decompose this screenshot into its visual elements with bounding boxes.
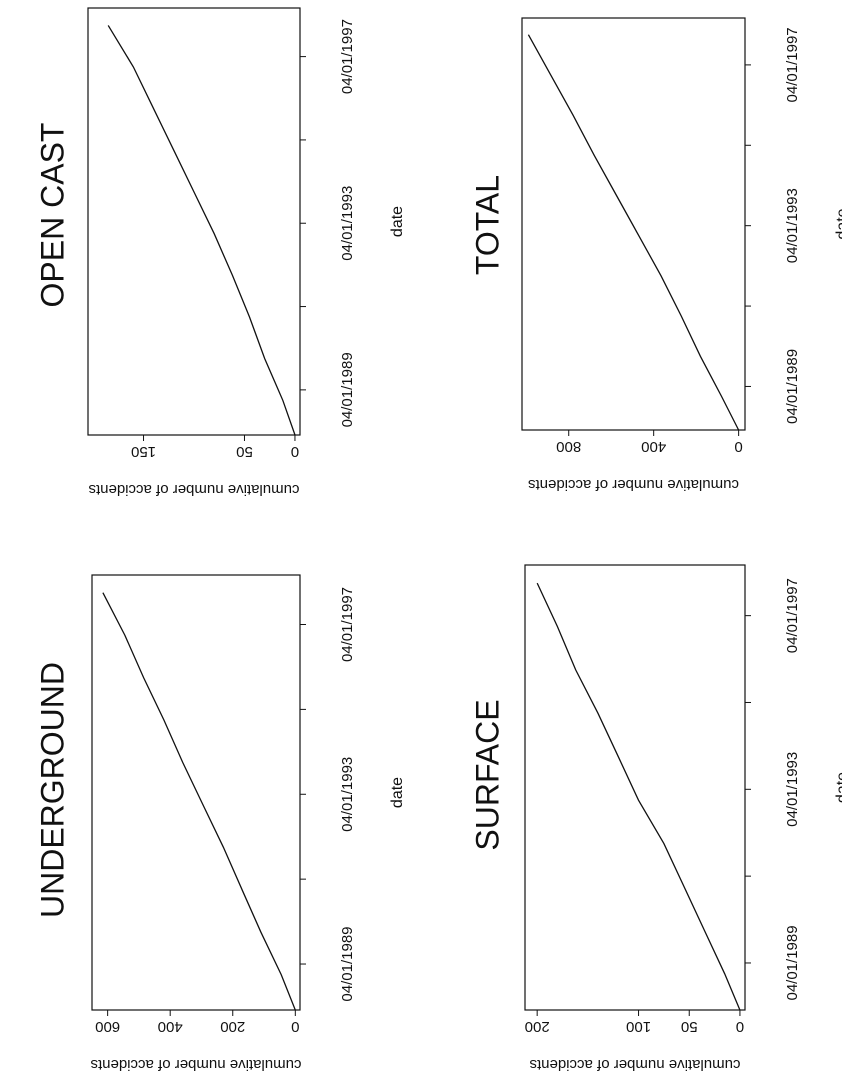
series-line — [536, 582, 741, 1011]
y-tick-label: 150 — [131, 443, 156, 460]
plot-frame — [91, 574, 301, 1011]
y-axis-label: cumulative number of accidents — [91, 1056, 302, 1073]
chart-title: SURFACE — [469, 699, 505, 850]
x-axis-label: date — [389, 777, 406, 808]
y-tick-label: 800 — [556, 438, 581, 455]
y-tick-label: 200 — [220, 1018, 245, 1035]
y-axis-label: cumulative number of accidents — [89, 481, 300, 498]
x-tick-label: 04/01/1993 — [784, 188, 801, 263]
x-tick-label: 04/01/1997 — [784, 27, 801, 102]
x-tick-label: 04/01/1997 — [339, 19, 356, 94]
chart-title: OPEN CAST — [34, 123, 70, 308]
y-axis-label: cumulative number of accidents — [530, 1056, 741, 1073]
x-tick-label: 04/01/1993 — [784, 752, 801, 827]
y-tick-label: 400 — [641, 438, 666, 455]
panel-surface: 04/01/1989 04/01/1993 04/01/1997 0 50 100 200 c… — [469, 564, 842, 1073]
x-tick-label: 04/01/1993 — [339, 757, 356, 832]
plot-frame — [521, 17, 746, 431]
y-tick-label: 0 — [736, 1018, 744, 1035]
x-tick-label: 04/01/1989 — [339, 352, 356, 427]
y-tick-label: 100 — [626, 1018, 651, 1035]
chart-title: TOTAL — [469, 175, 505, 275]
y-tick-label: 200 — [525, 1018, 550, 1035]
x-tick-label: 04/01/1997 — [784, 578, 801, 653]
panel-underground: 04/01/1989 04/01/1993 04/01/1997 0 200 400 600… — [34, 574, 406, 1073]
y-tick-label: 600 — [95, 1018, 120, 1035]
x-axis-label: date — [834, 208, 842, 239]
y-tick-label: 400 — [158, 1018, 183, 1035]
panel-open-cast: 04/01/1989 04/01/1993 04/01/1997 0 50 150 cumu… — [34, 7, 406, 498]
x-tick-label: 04/01/1989 — [784, 349, 801, 424]
plot-frame — [87, 7, 301, 436]
panel-total: 04/01/1989 04/01/1993 04/01/1997 0 400 800 cum… — [469, 17, 842, 493]
plot-frame — [524, 564, 746, 1011]
y-tick-label: 50 — [236, 443, 253, 460]
x-tick-label: 04/01/1989 — [339, 926, 356, 1001]
x-axis-label: date — [834, 772, 842, 803]
x-tick-label: 04/01/1997 — [339, 587, 356, 662]
y-axis-label: cumulative number of accidents — [528, 476, 739, 493]
series-line — [527, 34, 740, 431]
x-tick-label: 04/01/1989 — [784, 925, 801, 1000]
y-tick-label: 50 — [681, 1018, 698, 1035]
y-tick-label: 0 — [734, 438, 742, 455]
y-tick-label: 0 — [291, 443, 299, 460]
series-line — [107, 25, 296, 436]
x-axis-label: date — [389, 206, 406, 237]
chart-title: UNDERGROUND — [34, 662, 70, 918]
y-tick-label: 0 — [291, 1018, 299, 1035]
series-line — [102, 592, 296, 1011]
x-tick-label: 04/01/1993 — [339, 186, 356, 261]
